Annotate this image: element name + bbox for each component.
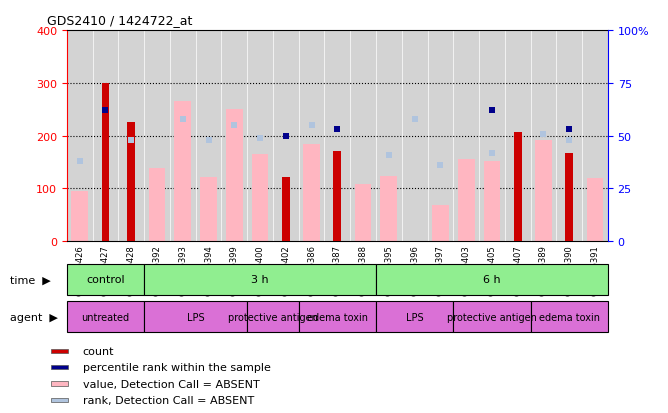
Bar <box>144 264 376 295</box>
Bar <box>200 177 217 242</box>
Bar <box>51 366 69 370</box>
Bar <box>299 301 376 332</box>
Bar <box>355 185 371 242</box>
Text: control: control <box>86 275 125 285</box>
Bar <box>282 177 290 242</box>
Text: rank, Detection Call = ABSENT: rank, Detection Call = ABSENT <box>83 395 254 405</box>
Bar <box>535 140 552 242</box>
Bar <box>51 382 69 386</box>
Bar <box>514 133 522 242</box>
Text: value, Detection Call = ABSENT: value, Detection Call = ABSENT <box>83 379 259 389</box>
Bar <box>381 176 397 242</box>
Text: LPS: LPS <box>406 312 424 322</box>
Text: GDS2410 / 1424722_at: GDS2410 / 1424722_at <box>47 14 192 27</box>
Bar <box>174 102 191 242</box>
Text: protective antigen: protective antigen <box>228 312 318 322</box>
Text: time  ▶: time ▶ <box>10 275 51 285</box>
Bar <box>432 206 449 242</box>
Bar <box>128 123 135 242</box>
Bar <box>252 155 269 242</box>
Text: edema toxin: edema toxin <box>307 312 368 322</box>
Bar <box>102 83 110 242</box>
Text: 6 h: 6 h <box>483 275 501 285</box>
Bar <box>51 398 69 402</box>
Bar <box>484 161 500 242</box>
Bar <box>530 301 608 332</box>
Bar <box>458 160 474 242</box>
Text: percentile rank within the sample: percentile rank within the sample <box>83 363 271 373</box>
Text: count: count <box>83 347 114 356</box>
Text: 3 h: 3 h <box>251 275 269 285</box>
Bar <box>226 110 242 242</box>
Bar <box>565 153 573 242</box>
Bar <box>144 301 247 332</box>
Bar <box>303 144 320 242</box>
Bar <box>148 169 166 242</box>
Bar <box>71 192 88 242</box>
Bar <box>376 264 608 295</box>
Bar <box>67 264 144 295</box>
Text: protective antigen: protective antigen <box>447 312 537 322</box>
Bar <box>376 301 454 332</box>
Bar <box>247 301 299 332</box>
Text: edema toxin: edema toxin <box>538 312 600 322</box>
Bar <box>587 178 603 242</box>
Text: untreated: untreated <box>81 312 130 322</box>
Text: LPS: LPS <box>187 312 204 322</box>
Bar <box>51 349 69 354</box>
Bar <box>67 301 144 332</box>
Bar <box>454 301 530 332</box>
Text: agent  ▶: agent ▶ <box>10 312 58 322</box>
Bar <box>333 152 341 242</box>
